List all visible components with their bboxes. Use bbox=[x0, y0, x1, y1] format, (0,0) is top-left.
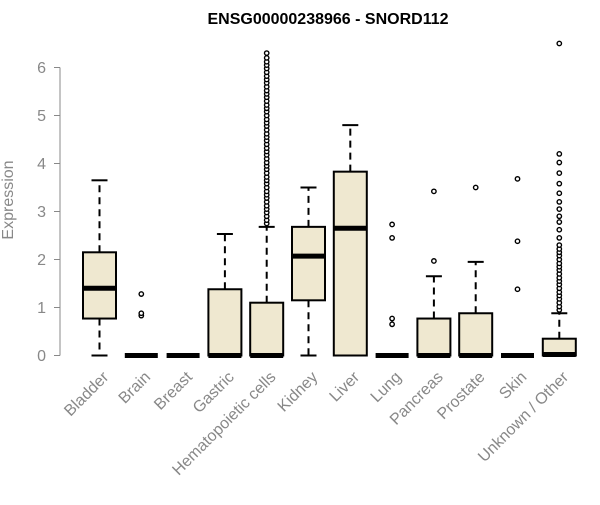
outlier-point bbox=[556, 150, 563, 157]
outlier-point bbox=[263, 50, 270, 56]
y-axis-tick-label: 4 bbox=[37, 156, 46, 173]
y-axis-tick-label: 5 bbox=[37, 108, 46, 125]
outlier-point bbox=[514, 238, 521, 245]
x-axis-tick-label: Liver bbox=[327, 368, 364, 405]
box-rect bbox=[249, 301, 285, 357]
x-axis-tick-label: Bladder bbox=[61, 368, 112, 419]
x-axis-tick-label: Skin bbox=[496, 369, 530, 403]
outlier-point bbox=[138, 291, 145, 297]
x-axis-tick-label: Lung bbox=[368, 369, 405, 406]
outlier-point bbox=[556, 219, 563, 225]
outlier-point bbox=[389, 321, 395, 328]
box-gastric bbox=[207, 233, 243, 358]
outlier-point bbox=[389, 234, 395, 241]
box-prostate bbox=[458, 184, 494, 358]
outlier-point bbox=[556, 170, 563, 177]
y-axis: 0 1 2 3 4 5 6 bbox=[37, 60, 61, 365]
box-brain bbox=[124, 291, 158, 358]
box-kidney bbox=[291, 186, 326, 357]
outlier-point bbox=[430, 258, 437, 264]
outlier-point bbox=[514, 175, 521, 182]
box-rect bbox=[416, 317, 452, 357]
box-rect bbox=[207, 288, 243, 357]
outlier-point bbox=[556, 206, 563, 213]
outlier-point bbox=[556, 242, 563, 249]
outlier-point bbox=[556, 190, 563, 197]
y-axis-tick-label: 3 bbox=[37, 204, 46, 221]
box-unknown-other bbox=[541, 40, 577, 358]
y-axis-tick-label: 2 bbox=[37, 252, 46, 269]
outlier-point bbox=[514, 286, 521, 293]
y-axis-label: Expression bbox=[0, 160, 17, 239]
outlier-point bbox=[556, 234, 563, 241]
outlier-point bbox=[556, 226, 563, 233]
box-series bbox=[82, 40, 577, 358]
y-axis-tick-label: 1 bbox=[37, 300, 46, 317]
box-rect bbox=[82, 251, 117, 320]
outlier-point bbox=[472, 184, 479, 191]
box-pancreas bbox=[416, 188, 452, 358]
box-lung bbox=[375, 221, 409, 358]
outlier-point bbox=[556, 40, 563, 47]
y-axis-tick-label: 6 bbox=[37, 60, 46, 77]
outlier-point bbox=[389, 221, 395, 228]
outlier-point bbox=[556, 213, 563, 220]
box-hematopoietic-cells bbox=[249, 50, 285, 358]
chart-title: ENSG00000238966 - SNORD112 bbox=[207, 11, 448, 28]
y-axis-tick-label: 0 bbox=[37, 348, 46, 365]
box-bladder bbox=[82, 179, 117, 357]
box-rect bbox=[332, 170, 368, 357]
outlier-point bbox=[430, 188, 437, 195]
outlier-point bbox=[556, 180, 563, 187]
box-rect bbox=[458, 312, 494, 357]
box-rect bbox=[291, 225, 326, 302]
outlier-point bbox=[138, 310, 145, 317]
outlier-point bbox=[263, 55, 270, 61]
x-axis-tick-label: Breast bbox=[151, 368, 196, 413]
box-skin bbox=[501, 175, 534, 358]
box-liver bbox=[332, 124, 368, 357]
outlier-point bbox=[556, 198, 563, 205]
x-axis-tick-label: Kidney bbox=[275, 369, 322, 416]
outlier-point bbox=[556, 159, 563, 166]
x-axis-tick-label: Brain bbox=[116, 369, 154, 407]
outlier-point bbox=[389, 315, 395, 322]
